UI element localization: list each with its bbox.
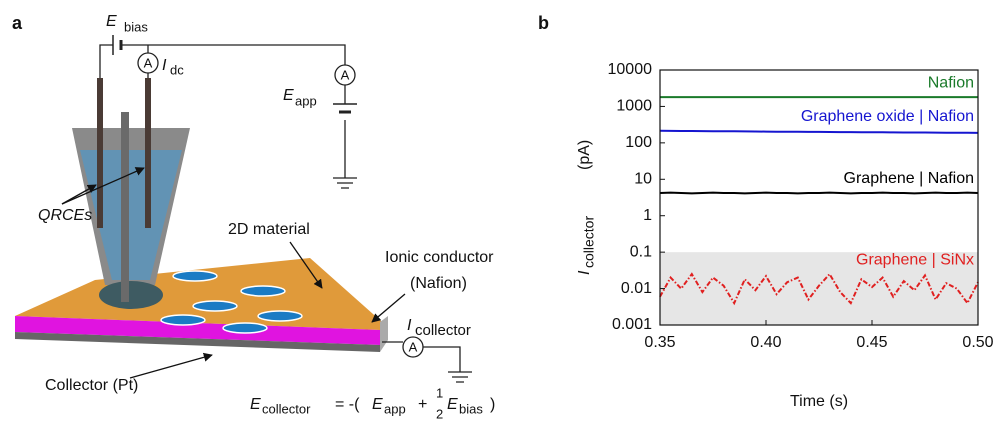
series-line — [659, 191, 979, 195]
ammeter-label: A — [409, 339, 418, 354]
series-label: Graphene | Nafion — [844, 170, 974, 187]
x-tick-label: 0.35 — [644, 334, 675, 351]
eq-term: E — [372, 396, 383, 413]
i-collector: I — [407, 317, 412, 334]
eq-term: E — [447, 396, 458, 413]
ionic-label: Ionic conductor — [385, 249, 494, 266]
droplet — [99, 281, 163, 309]
ammeter-label: A — [144, 55, 153, 70]
series-label: Nafion — [928, 74, 974, 91]
ionic-label-name: (Nafion) — [410, 275, 467, 292]
ground — [333, 177, 357, 189]
arrow — [289, 241, 323, 289]
eq-sub: bias — [459, 401, 483, 416]
ammeter — [334, 64, 356, 86]
series-line — [659, 129, 979, 134]
eq-sub: collector — [262, 401, 311, 416]
plot-frame — [659, 69, 979, 326]
panel-a: a A A A E bias I dc E app QRCEs 2D mater… — [12, 13, 495, 422]
panel-letter: b — [538, 13, 549, 33]
x-tick-label: 0.45 — [856, 334, 887, 351]
series-line — [659, 272, 979, 306]
electrode — [145, 78, 151, 228]
eq-den: 2 — [436, 406, 443, 421]
y-tick-label: 100 — [625, 134, 652, 151]
arrow — [61, 167, 145, 205]
eq-op: ) — [490, 396, 495, 413]
wire — [382, 341, 472, 383]
e-app: E — [283, 87, 294, 104]
y-label-sub: collector — [581, 216, 597, 268]
eq-op: + — [418, 396, 427, 413]
wire — [99, 44, 346, 178]
x-axis-label: Time (s) — [790, 393, 848, 410]
eq-sub: app — [384, 401, 406, 416]
y-tick-label: 0.001 — [612, 316, 652, 333]
y-tick-label: 10 — [634, 171, 652, 188]
ammeter-label: A — [341, 67, 350, 82]
panel-b: b Time (s) I collector (pA) 100001000100… — [538, 13, 994, 410]
y-label-symbol: I — [576, 270, 593, 275]
i-dc-sub: dc — [170, 62, 184, 77]
y-axis-label: I collector (pA) — [576, 140, 596, 275]
slab-end — [380, 316, 388, 352]
y-tick-label: 0.1 — [630, 243, 652, 260]
y-tick-label: 10000 — [608, 61, 653, 78]
ammeter — [137, 52, 159, 74]
y-tick-label: 1000 — [616, 98, 652, 115]
eq-term: E — [250, 396, 261, 413]
collector-label: Collector (Pt) — [45, 377, 138, 394]
inner-tube — [121, 112, 129, 302]
series-label: Graphene | SiNx — [856, 251, 974, 268]
qrces: QRCEs — [38, 207, 92, 224]
i-dc: I — [162, 57, 167, 74]
eq-op: = -( — [335, 396, 360, 413]
arrow — [371, 293, 406, 323]
e-app-sub: app — [295, 93, 317, 108]
i-collector-sub: collector — [415, 322, 471, 339]
eq-num: 1 — [436, 385, 443, 400]
equation: E collector = -( E app + 1 2 E bias ) — [250, 385, 495, 421]
e-bias: E — [106, 13, 117, 30]
panel-letter: a — [12, 13, 23, 33]
y-label-unit: (pA) — [576, 140, 593, 170]
e-bias-sub: bias — [124, 19, 148, 34]
collector-layer — [15, 332, 380, 352]
electrode — [97, 78, 103, 228]
material-label: 2D material — [228, 221, 310, 238]
x-tick-label: 0.50 — [962, 334, 993, 351]
series-label: Graphene oxide | Nafion — [801, 108, 974, 125]
shaded-region — [660, 252, 978, 325]
y-tick-label: 1 — [643, 207, 652, 224]
x-tick-label: 0.40 — [750, 334, 781, 351]
y-tick-label: 0.01 — [621, 280, 652, 297]
electrolyte — [80, 150, 182, 280]
nafion-side — [15, 316, 380, 345]
arrow — [129, 352, 213, 379]
